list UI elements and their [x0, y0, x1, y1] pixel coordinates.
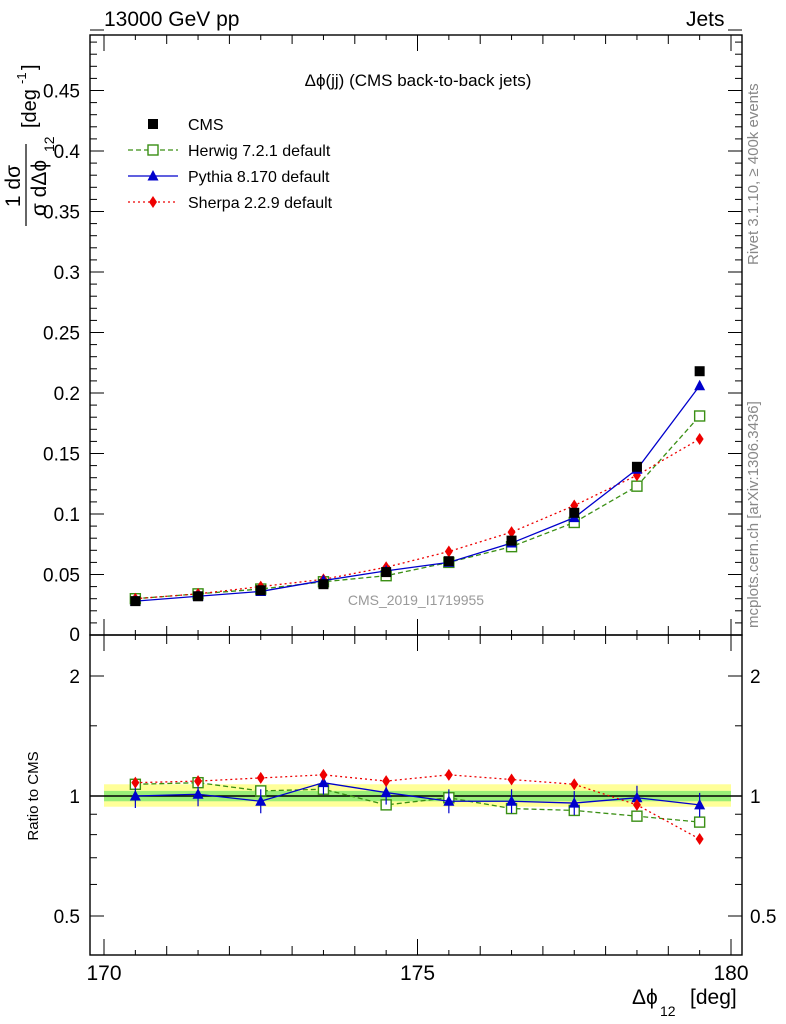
ratio-point	[568, 797, 580, 808]
ratio-point	[256, 771, 265, 784]
ratio-point	[507, 773, 516, 786]
y-tick-label: 0.25	[43, 324, 80, 345]
ratio-tick-label-right: 2	[750, 667, 761, 688]
ratio-point	[694, 798, 706, 810]
legend-marker	[147, 170, 159, 181]
ratio-point	[192, 788, 204, 799]
data-point	[381, 567, 392, 578]
legend-label: Pythia 8.170 default	[188, 169, 330, 186]
data-point	[255, 585, 266, 596]
x-axis-label: Δϕ	[632, 986, 658, 1009]
ratio-point	[317, 776, 329, 788]
legend-label: Sherpa 2.2.9 default	[188, 195, 333, 212]
y-tick-label: 0.35	[43, 203, 80, 224]
ratio-tick-label-left: 1	[69, 787, 80, 808]
x-tick-label: 170	[86, 962, 121, 985]
data-point	[444, 545, 453, 558]
data-point	[694, 366, 705, 377]
y-tick-label: 0.45	[43, 82, 80, 103]
y-tick-label: 0	[69, 625, 80, 646]
data-point	[443, 556, 454, 567]
y-label-num: 1 dσ	[2, 165, 25, 207]
y-tick-label: 0.05	[43, 566, 80, 587]
ratio-point	[570, 778, 579, 791]
data-point	[631, 480, 643, 492]
x-axis-label-unit: [deg]	[690, 986, 737, 1009]
legend-label: CMS	[188, 117, 224, 134]
legend-label: Herwig 7.2.1 default	[188, 143, 331, 160]
y-label-close: ]	[19, 64, 41, 70]
x-tick-label: 180	[713, 962, 748, 985]
ratio-point	[631, 810, 643, 822]
series-line-3	[135, 438, 700, 600]
data-point	[693, 410, 706, 422]
ratio-line-1	[135, 782, 700, 806]
ratio-tick-label-right: 1	[750, 787, 761, 808]
ratio-axis-label: Ratio to CMS	[25, 751, 42, 840]
y-tick-label: 0.15	[43, 445, 80, 466]
y-label-sup: -1	[14, 72, 29, 84]
ratio-point	[382, 775, 391, 788]
data-point	[694, 379, 706, 391]
y-label-sub: 12	[41, 136, 57, 152]
header-jets: Jets	[686, 8, 725, 31]
legend-marker	[148, 119, 158, 129]
y-label-den: σ dΔϕ	[28, 160, 51, 216]
data-point	[695, 432, 704, 445]
series-line-1	[135, 415, 701, 600]
y-label-unit: [deg	[19, 89, 41, 128]
ratio-tick-label-left: 2	[69, 667, 80, 688]
ratio-tick-label-right: 0.5	[750, 907, 776, 928]
ratio-point	[506, 795, 518, 806]
ratio-tick-label-left: 0.5	[54, 907, 80, 928]
y-axis-label: 1 dσ σ dΔϕ 12[deg -1]	[2, 64, 57, 226]
data-point	[130, 596, 141, 607]
ratio-point	[444, 768, 453, 781]
x-axis-label-sub: 12	[660, 1003, 676, 1019]
x-tick-label: 175	[400, 962, 435, 985]
ratio-point	[194, 775, 203, 788]
data-point	[631, 461, 642, 472]
y-tick-label: 0.2	[54, 384, 80, 405]
legend-marker	[149, 196, 157, 208]
y-tick-label: 0.1	[54, 505, 80, 526]
ratio-point	[632, 798, 641, 811]
data-point	[318, 579, 329, 590]
data-point	[569, 507, 580, 518]
header-energy: 13000 GeV pp	[104, 8, 240, 31]
data-point	[507, 526, 516, 539]
ratio-frame	[89, 634, 743, 956]
ratio-point	[631, 791, 643, 803]
ratio-point	[380, 786, 392, 798]
y-tick-label: 0.4	[54, 142, 81, 163]
ratio-line-0	[135, 782, 700, 823]
series-line-2	[135, 385, 701, 602]
ratio-point	[693, 816, 706, 828]
ratio-point	[443, 795, 455, 806]
data-point	[506, 535, 517, 546]
y-tick-label: 0.3	[54, 263, 80, 284]
legend-marker	[147, 144, 159, 156]
data-point	[193, 591, 204, 602]
ratio-point	[319, 768, 328, 781]
ratio-point	[131, 776, 140, 789]
analysis-watermark: CMS_2019_I1719955	[348, 592, 484, 608]
ratio-point	[255, 795, 267, 806]
ratio-point	[129, 790, 141, 801]
ratio-point	[695, 833, 704, 846]
chart-title: Δϕ(jj) (CMS back-to-back jets)	[305, 71, 532, 90]
